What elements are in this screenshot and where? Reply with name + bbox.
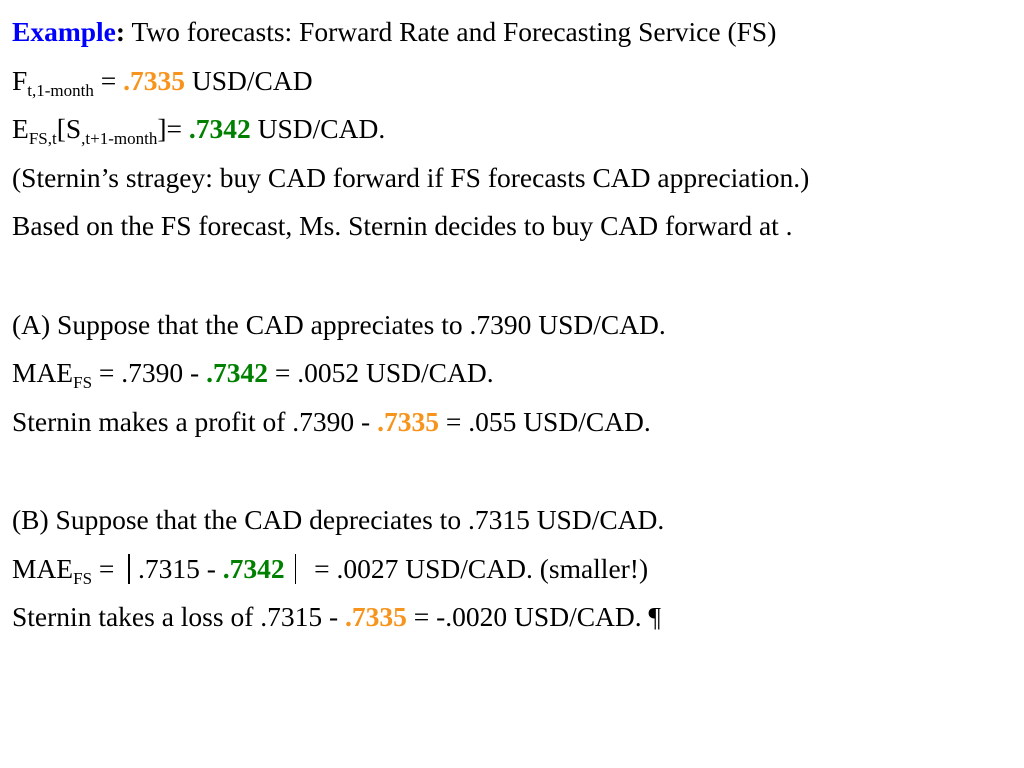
case-a-heading: (A) Suppose that the CAD appreciates to … (12, 308, 666, 340)
forward-symbol: F (12, 64, 28, 96)
forward-subscript: t,1-month (27, 80, 94, 100)
case-b-loss-post: = -.0020 USD/CAD. ¶ (406, 601, 661, 632)
strategy-line: (Sternin’s stragey: buy CAD forward if F… (12, 161, 810, 193)
case-a-mae-value: .7342 (206, 357, 268, 388)
spacer (12, 446, 1017, 496)
fs-subscript-2: ,t+1-month (81, 129, 158, 148)
case-b-mae-sub: FS (73, 568, 93, 588)
fs-subscript-1: FS,t (28, 129, 57, 148)
example-colon: : (115, 16, 126, 47)
case-a-profit-value: .7335 (377, 405, 439, 437)
case-a-mae-line: MAEFS = .7390 - .7342 = .0052 USD/CAD. (12, 349, 1017, 398)
example-text: Two forecasts: Forward Rate and Forecast… (125, 16, 777, 47)
case-a-profit-post: = .055 USD/CAD. (438, 405, 651, 437)
forward-value: .7335 (123, 64, 186, 96)
case-a-mae-sub: FS (73, 373, 93, 392)
case-b-loss-value: .7335 (345, 601, 407, 632)
abs-bar-left (128, 553, 130, 584)
fs-equals: ]= (157, 113, 189, 144)
case-a-mae-label: MAE (12, 357, 74, 388)
case-b-mae-label: MAE (12, 552, 74, 584)
case-a-profit-pre: Sternin makes a profit of .7390 - (12, 405, 378, 437)
fs-forecast-line: EFS,t[S,t+1-month]= .7342 USD/CAD. (12, 105, 1017, 154)
fs-bracket: [S (56, 113, 82, 144)
fs-value: .7342 (188, 113, 251, 144)
forward-equals: = (93, 64, 124, 96)
case-a-profit-line: Sternin makes a profit of .7390 - .7335 … (12, 398, 1017, 447)
forward-rate-line: Ft,1-month = .7335 USD/CAD (12, 57, 1017, 106)
case-b-mae-post: = .0027 USD/CAD. (smaller!) (314, 552, 649, 584)
decision-line: Based on the FS forecast, Ms. Sternin de… (12, 210, 793, 241)
fs-symbol: E (12, 113, 29, 144)
case-a-mae-pre: = .7390 - (92, 357, 207, 388)
example-line: Example: Two forecasts: Forward Rate and… (12, 8, 1017, 57)
case-b-loss-pre: Sternin takes a loss of .7315 - (12, 601, 346, 632)
slide-content: Example: Two forecasts: Forward Rate and… (12, 8, 1017, 642)
case-b-mae-pre: = (92, 552, 115, 584)
case-b-loss-line: Sternin takes a loss of .7315 - .7335 = … (12, 593, 1017, 642)
abs-bar-right (294, 553, 297, 584)
spacer (12, 251, 1017, 301)
fs-unit: USD/CAD. (250, 113, 386, 144)
case-b-heading: (B) Suppose that the CAD depreciates to … (12, 504, 665, 535)
forward-unit: USD/CAD (185, 64, 313, 96)
example-label: Example (12, 16, 116, 47)
case-b-mae-inner: .7315 - (137, 552, 223, 584)
case-b-mae-value: .7342 (222, 552, 285, 584)
case-a-mae-post: = .0052 USD/CAD. (267, 357, 494, 388)
case-b-mae-line: MAEFS = .7315 - .7342 = .0027 USD/CAD. (sm… (12, 545, 1017, 594)
